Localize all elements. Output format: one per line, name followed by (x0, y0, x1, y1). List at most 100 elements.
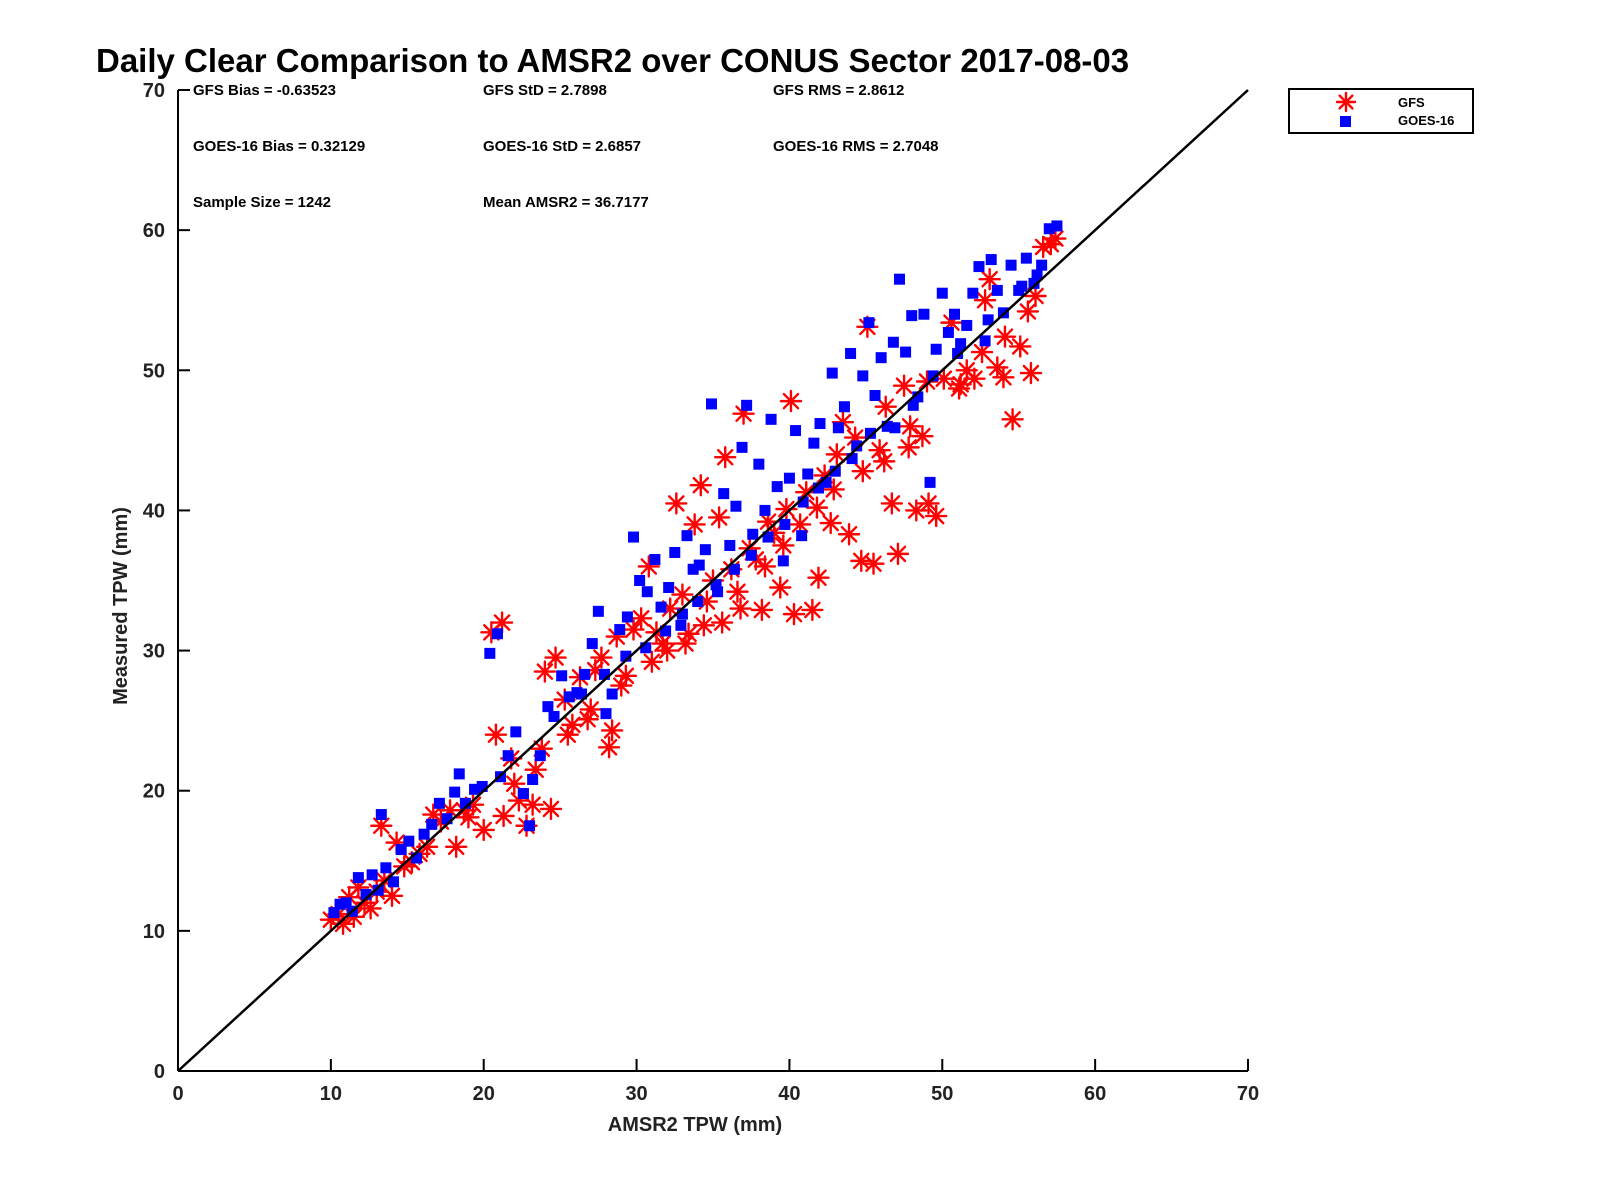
x-axis-label: AMSR2 TPW (mm) (608, 1114, 782, 1136)
gfs-point (992, 366, 1015, 389)
goes16-point (426, 818, 438, 830)
goes16-point (634, 575, 646, 586)
goes16-point (469, 783, 481, 795)
stat-gfs-std: GFS StD = 2.7898 (483, 82, 607, 99)
gfs-point (445, 835, 468, 858)
goes16-point (1043, 223, 1055, 235)
gfs-point (970, 340, 994, 364)
gfs-point (978, 267, 1001, 291)
goes16-point (628, 531, 640, 543)
goes16-point (973, 261, 985, 273)
goes16-point (864, 427, 876, 439)
gfs-point (714, 445, 737, 469)
y-axis-label: Measured TPW (mm) (110, 507, 132, 705)
goes16-point (829, 465, 841, 477)
goes16-point (765, 413, 777, 425)
goes16-point (375, 809, 387, 821)
goes16-point (796, 530, 808, 542)
goes16-point (907, 399, 919, 411)
goes16-point (771, 481, 783, 493)
gfs-point (600, 719, 624, 742)
gfs-point (1019, 361, 1043, 385)
goes16-point (663, 582, 675, 594)
goes16-point (881, 420, 893, 432)
goes16-point (718, 488, 730, 500)
y-tick-label: 70 (143, 80, 165, 102)
goes16-point (783, 472, 795, 484)
gfs-point (973, 289, 997, 312)
gfs-point (949, 373, 972, 396)
goes16-point (606, 688, 618, 700)
gfs-point (1001, 408, 1024, 431)
goes16-point (710, 579, 722, 591)
y-tick-label: 30 (143, 641, 165, 663)
goes16-point (814, 418, 826, 430)
stat-gfs-bias: GFS Bias = -0.63523 (193, 82, 336, 99)
goes16-point (1051, 220, 1063, 232)
gfs-point (851, 459, 874, 483)
goes16-point (942, 326, 954, 338)
goes16-point (955, 338, 967, 350)
goes16-point (380, 862, 392, 874)
goes16-point (846, 453, 858, 465)
goes16-point (889, 422, 901, 434)
gfs-point (533, 660, 557, 683)
gfs-point (622, 618, 645, 641)
goes16-point (484, 647, 496, 659)
gfs-point (692, 614, 716, 637)
gfs-point (924, 504, 948, 528)
gfs-point (674, 632, 697, 655)
stat-goes-rms: GOES-16 RMS = 2.7048 (773, 138, 939, 155)
goes16-point (534, 750, 546, 762)
goes16-point (449, 786, 461, 798)
gfs-point (911, 424, 934, 448)
gfs-point (484, 723, 508, 746)
gfs-point (822, 478, 845, 501)
goes16-point (334, 898, 346, 910)
goes16-point (857, 370, 869, 382)
gfs-point (655, 639, 679, 662)
goes16-point (730, 500, 742, 512)
goes16-point (614, 624, 626, 636)
gfs-point (886, 542, 910, 566)
gfs-point (880, 492, 904, 515)
gfs-point (683, 513, 706, 536)
goes16-point (527, 774, 539, 786)
chart-title: Daily Clear Comparison to AMSR2 over CON… (96, 42, 1129, 79)
goes16-point (1016, 280, 1028, 292)
stat-goes-bias: GOES-16 Bias = 0.32129 (193, 138, 365, 155)
goes16-point (441, 813, 453, 825)
goes16-point (592, 605, 604, 617)
gfs-point (873, 450, 896, 473)
goes16-point (352, 872, 364, 884)
gfs-point (671, 583, 694, 606)
goes16-point (863, 317, 875, 329)
goes16-point (869, 390, 881, 402)
goes16-point (692, 596, 704, 608)
goes16-point (745, 549, 757, 561)
gfs-point (1016, 300, 1040, 323)
goes16-point (961, 319, 973, 331)
gfs-point (544, 646, 567, 669)
gfs-point (782, 602, 806, 626)
goes16-point (579, 668, 591, 680)
x-tick-label: 60 (1084, 1083, 1106, 1105)
goes16-point (418, 828, 430, 840)
legend: GFS GOES-16 (1288, 88, 1474, 134)
gfs-point (819, 511, 842, 535)
x-tick-label: 50 (931, 1083, 953, 1105)
goes16-point (491, 628, 503, 640)
goes16-point (949, 308, 961, 320)
one-to-one-reference-line (177, 89, 1249, 1072)
goes16-point (927, 370, 939, 382)
y-tick-label: 60 (143, 220, 165, 242)
goes16-point (991, 284, 1003, 296)
goes16-point (1005, 259, 1017, 271)
goes16-point (640, 642, 652, 654)
goes16-point (620, 650, 632, 662)
gfs-point (707, 506, 731, 529)
goes16-point (410, 852, 422, 864)
goes16-point (1020, 252, 1032, 264)
gfs-point (1009, 335, 1032, 358)
gfs-point (862, 552, 885, 575)
